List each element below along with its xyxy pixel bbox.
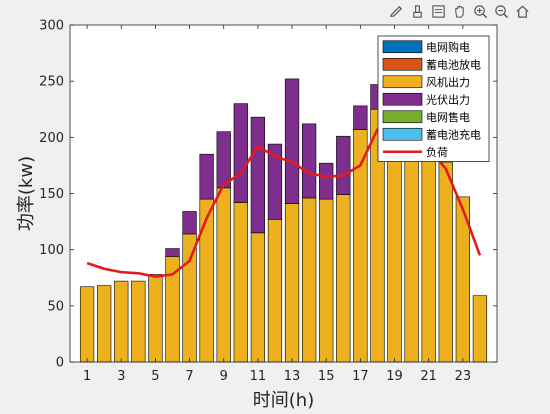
bar-segment xyxy=(301,123,317,199)
legend-swatch xyxy=(382,57,423,71)
zoom-in-icon[interactable] xyxy=(471,2,490,21)
x-tick-label: 11 xyxy=(250,369,267,384)
bar-segment xyxy=(336,135,351,195)
bar-segment xyxy=(284,78,300,204)
legend-label: 光伏出力 xyxy=(426,92,470,106)
legend-swatch xyxy=(382,75,423,89)
bar-segment xyxy=(336,194,351,363)
legend-label: 电网售电 xyxy=(426,110,470,124)
bar-layer xyxy=(79,78,488,363)
x-tick-label: 19 xyxy=(386,369,403,384)
x-tick-label: 15 xyxy=(318,369,335,384)
home-icon[interactable] xyxy=(513,2,532,21)
bar-segment xyxy=(250,232,266,363)
bar-segment xyxy=(319,162,334,200)
bar-segment xyxy=(284,203,300,363)
edit-plot-icon[interactable] xyxy=(387,2,406,21)
x-tick-label: 23 xyxy=(455,369,472,384)
bar-segment xyxy=(387,137,402,363)
bar-segment xyxy=(199,198,214,363)
bar-segment xyxy=(79,286,95,363)
bar-segment xyxy=(148,274,163,363)
legend-box xyxy=(377,35,490,162)
y-tick-label: 150 xyxy=(39,187,64,202)
x-tick-label: 9 xyxy=(220,369,228,384)
y-tick-label: 250 xyxy=(39,75,64,90)
bar-segment xyxy=(233,103,248,203)
bar-segment xyxy=(301,197,317,363)
x-tick-label: 7 xyxy=(185,369,193,384)
x-axis-label: 时间(h) xyxy=(253,390,314,411)
bar-segment xyxy=(199,153,214,200)
bar-segment xyxy=(353,105,368,130)
legend-swatch xyxy=(382,127,423,141)
bar-segment xyxy=(165,248,180,257)
bar-segment xyxy=(114,280,129,363)
x-tick-label: 5 xyxy=(151,369,159,384)
y-tick-label: 200 xyxy=(39,131,64,146)
bar-segment xyxy=(267,219,283,363)
y-tick-label: 300 xyxy=(39,19,64,34)
bar-segment xyxy=(216,131,231,189)
x-tick-label: 13 xyxy=(284,369,301,384)
bar-segment xyxy=(319,198,334,363)
legend-swatch xyxy=(382,110,423,124)
y-tick-label: 100 xyxy=(39,243,64,258)
bar-segment xyxy=(438,161,453,363)
x-tick-label: 17 xyxy=(352,369,369,384)
bar-segment xyxy=(472,295,488,363)
y-tick-label: 0 xyxy=(56,356,64,371)
legend-swatch xyxy=(382,40,423,54)
legend-label: 电网购电 xyxy=(426,40,470,54)
bar-segment xyxy=(421,141,436,363)
bar-segment xyxy=(97,285,112,363)
x-tick-label: 21 xyxy=(420,369,437,384)
legend-label: 负荷 xyxy=(426,145,448,159)
bar-segment xyxy=(404,142,419,363)
legend-label: 蓄电池充电 xyxy=(426,127,481,141)
figure-toolbar xyxy=(387,2,532,21)
bar-segment xyxy=(182,211,197,235)
zoom-out-icon[interactable] xyxy=(492,2,511,21)
axes xyxy=(69,24,498,363)
brush-icon[interactable] xyxy=(408,2,427,21)
legend-label: 风机出力 xyxy=(426,75,470,89)
x-tick-label: 1 xyxy=(83,369,91,384)
pan-icon[interactable] xyxy=(450,2,469,21)
bar-segment xyxy=(233,202,248,363)
bar-segment xyxy=(182,233,197,363)
legend-label: 蓄电池放电 xyxy=(426,57,481,71)
bar-segment xyxy=(250,116,266,234)
bar-segment xyxy=(267,143,283,220)
bar-segment xyxy=(216,187,231,363)
y-tick-label: 50 xyxy=(47,299,64,314)
x-tick-label: 3 xyxy=(117,369,125,384)
legend-swatch xyxy=(382,92,423,106)
bar-segment xyxy=(131,280,146,363)
datatip-icon[interactable] xyxy=(429,2,448,21)
y-axis-label: 功率(kw) xyxy=(16,156,37,231)
